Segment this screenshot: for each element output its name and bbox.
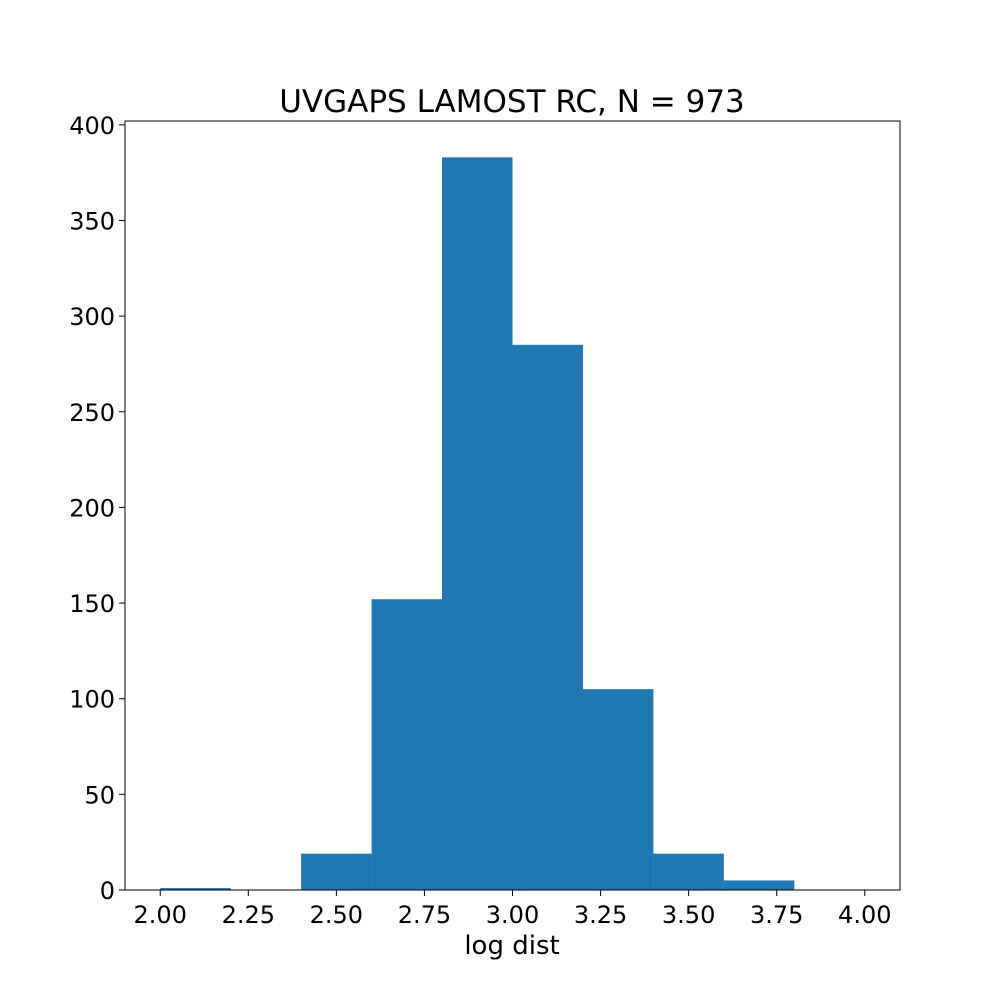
y-tick-label: 350 [69, 207, 115, 235]
y-tick-label: 250 [69, 399, 115, 427]
histogram-bar-3 [371, 599, 443, 890]
y-tick-label: 400 [69, 112, 115, 140]
chart-title: UVGAPS LAMOST RC, N = 973 [279, 84, 745, 120]
y-tick-label: 100 [69, 686, 115, 714]
histogram-bar-2 [301, 853, 372, 890]
x-tick-label: 3.25 [574, 901, 627, 929]
histogram-bar-6 [582, 689, 654, 890]
x-tick-label: 2.25 [222, 901, 275, 929]
x-axis-label: log dist [464, 931, 559, 961]
y-tick-label: 200 [69, 494, 115, 522]
histogram-bar-8 [723, 880, 795, 890]
plot-frame [124, 120, 901, 891]
x-tick-label: 2.75 [398, 901, 451, 929]
x-axis-ticks: 2.00 2.25 2.50 2.75 3.00 3.25 3.50 3.75 4.00 [134, 890, 891, 929]
y-tick-label: 300 [69, 303, 115, 331]
y-tick-label: 150 [69, 590, 115, 618]
x-tick-label: 3.00 [486, 901, 539, 929]
x-tick-label: 2.00 [134, 901, 187, 929]
x-tick-label: 4.00 [838, 901, 891, 929]
histogram-bar-7 [653, 853, 724, 890]
x-tick-label: 3.75 [750, 901, 803, 929]
y-tick-label: 0 [100, 877, 115, 905]
histogram-bar-0 [160, 888, 231, 890]
histogram-bar-5 [512, 344, 583, 890]
y-axis-ticks: 0 50 100 150 200 250 300 350 400 [69, 112, 125, 905]
y-tick-label: 50 [84, 781, 115, 809]
x-tick-label: 2.50 [310, 901, 363, 929]
bars-group [160, 157, 795, 890]
histogram-bar-4 [442, 157, 513, 890]
x-tick-label: 3.50 [662, 901, 715, 929]
